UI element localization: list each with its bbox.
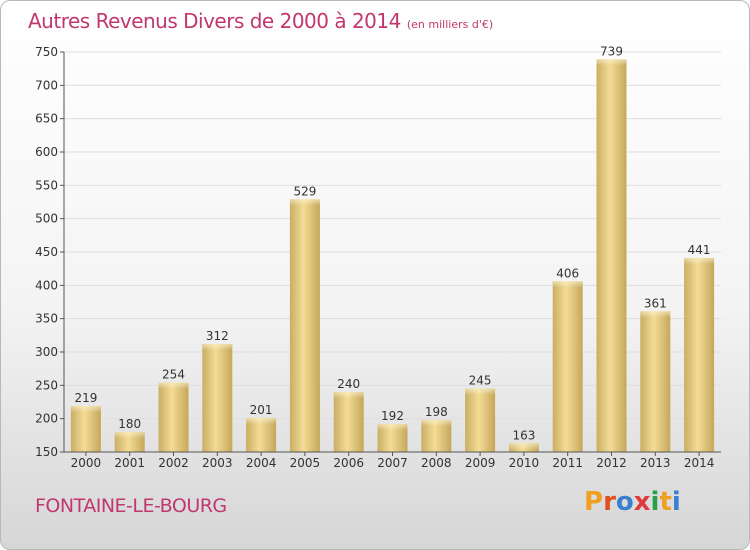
x-tick-label: 2011 <box>552 456 583 470</box>
bar-value-label: 254 <box>162 368 185 382</box>
axis-layer: 150 200 250 300 350 400 450 500 550 600 650 700 750 2… <box>35 45 721 470</box>
bar-highlight <box>684 258 715 264</box>
y-tick-label: 450 <box>35 245 58 259</box>
logo-letter: r <box>603 487 616 517</box>
bar-value-label: 406 <box>556 266 579 280</box>
place-name: FONTAINE-LE-BOURG <box>35 495 227 517</box>
bar <box>158 382 189 452</box>
x-tick-label: 2010 <box>509 456 540 470</box>
bar-highlight <box>158 382 189 389</box>
chart-subtitle: (en milliers d'€) <box>406 18 494 31</box>
y-tick-label: 350 <box>35 312 58 326</box>
bar-value-label: 180 <box>118 417 141 431</box>
bar-highlight <box>333 392 364 398</box>
bar-highlight <box>421 420 452 426</box>
x-tick-label: 2013 <box>640 456 671 470</box>
bar-highlight <box>289 199 320 206</box>
bar-value-label: 361 <box>644 296 667 310</box>
y-tick-label: 750 <box>35 45 58 59</box>
bar-highlight <box>246 418 277 424</box>
logo-letter: P <box>584 487 604 517</box>
bar-value-label: 163 <box>512 428 535 442</box>
logo-letter: i <box>671 487 681 517</box>
y-tick-label: 150 <box>35 445 58 459</box>
chart-title: Autres Revenus Divers de 2000 à 2014 (en … <box>28 9 493 33</box>
y-tick-label: 200 <box>35 412 58 426</box>
chart-title-text: Autres Revenus Divers de 2000 à 2014 <box>28 9 401 33</box>
x-tick-label: 2005 <box>290 456 321 470</box>
x-tick-label: 2006 <box>333 456 364 470</box>
bar <box>70 406 101 452</box>
bar-value-label: 441 <box>688 243 711 257</box>
bar-value-label: 192 <box>381 409 404 423</box>
logo-letter: o <box>615 487 634 517</box>
bar-highlight <box>508 443 539 450</box>
bar-value-label: 529 <box>293 184 316 198</box>
bar-value-label: 739 <box>600 44 623 58</box>
x-tick-label: 2012 <box>596 456 627 470</box>
y-tick-label: 550 <box>35 178 58 192</box>
bar-value-label: 198 <box>425 405 448 419</box>
bar <box>465 388 496 452</box>
y-tick-label: 500 <box>35 212 58 226</box>
bar <box>289 199 320 452</box>
y-tick-label: 650 <box>35 112 58 126</box>
x-tick-label: 2004 <box>246 456 277 470</box>
x-tick-label: 2000 <box>71 456 102 470</box>
bar-highlight <box>377 424 408 430</box>
bar-value-label: 245 <box>469 374 492 388</box>
bar <box>552 281 583 452</box>
bar-value-label: 219 <box>74 391 97 405</box>
bar-value-label: 201 <box>250 403 273 417</box>
x-tick-label: 2002 <box>158 456 189 470</box>
y-tick-label: 700 <box>35 78 58 92</box>
bar-highlight <box>596 59 627 66</box>
bar <box>333 392 364 452</box>
bar <box>684 258 715 452</box>
bar <box>640 311 671 452</box>
bar-highlight <box>640 311 671 318</box>
bar-value-label: 312 <box>206 329 229 343</box>
logo-letter: t <box>659 487 672 517</box>
bar <box>596 59 627 452</box>
bar-highlight <box>552 281 583 288</box>
bar-highlight <box>114 432 145 438</box>
proxiti-logo: Proxiti <box>584 487 681 517</box>
x-tick-label: 2014 <box>684 456 715 470</box>
x-tick-label: 2009 <box>465 456 496 470</box>
y-tick-label: 600 <box>35 145 58 159</box>
y-tick-label: 400 <box>35 278 58 292</box>
x-tick-label: 2003 <box>202 456 233 470</box>
bar-highlight <box>465 388 496 395</box>
y-tick-label: 300 <box>35 345 58 359</box>
bar <box>202 344 233 452</box>
logo-letter: i <box>650 487 660 517</box>
x-tick-label: 2008 <box>421 456 452 470</box>
bar-value-label: 240 <box>337 377 360 391</box>
x-tick-label: 2001 <box>114 456 145 470</box>
logo-letter: x <box>633 487 651 517</box>
bar-layer: 219 180 254 312 201 529 240 192 198 245 163 406 739 3… <box>70 44 715 452</box>
bar-highlight <box>202 344 233 350</box>
y-tick-label: 250 <box>35 378 58 392</box>
x-tick-label: 2007 <box>377 456 408 470</box>
bar-highlight <box>70 406 101 412</box>
